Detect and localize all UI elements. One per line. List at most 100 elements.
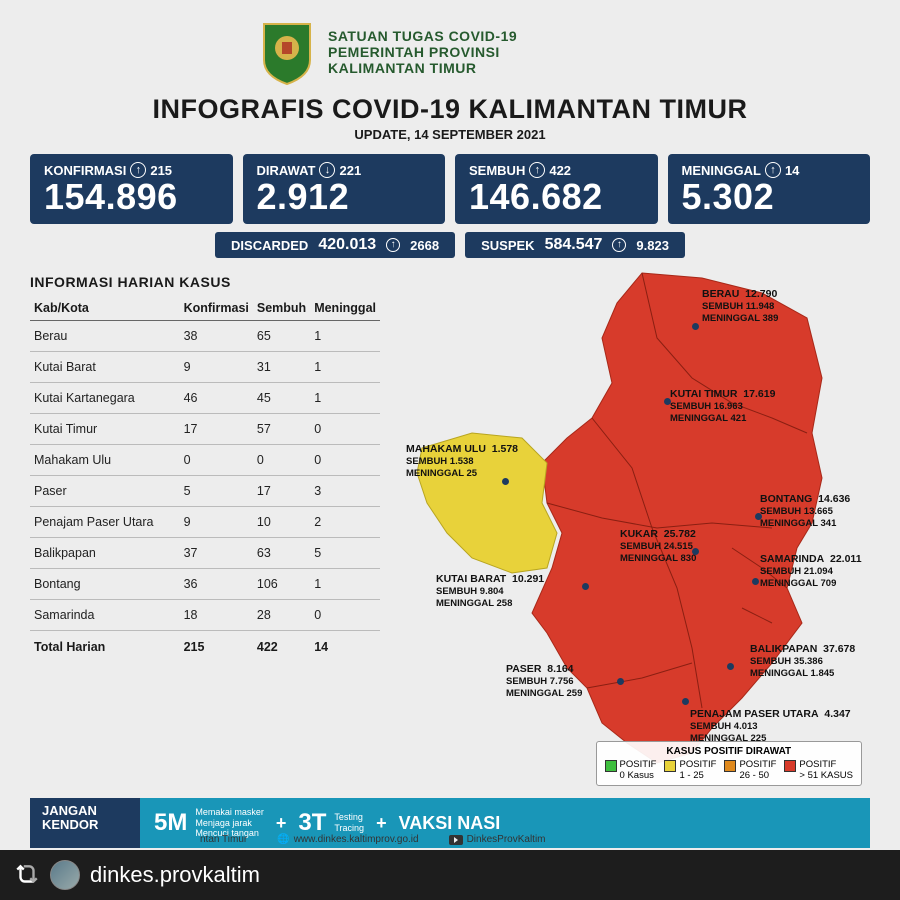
region-meninggal: MENINGGAL 225 [690,733,851,745]
table-cell: 45 [253,383,310,414]
region-sembuh: SEMBUH 21.094 [760,566,862,578]
legend-swatch [664,760,676,772]
region-name: KUKAR 25.782 [620,528,696,541]
table-total-cell: Total Harian [30,631,180,664]
jangan-line1: JANGAN [42,804,128,818]
region-meninggal: MENINGGAL 389 [702,313,778,325]
table-cell: Kutai Timur [30,414,180,445]
map-dot [727,663,734,670]
region-sembuh: SEMBUH 24.515 [620,541,696,553]
region-label: KUTAI BARAT 10.291 SEMBUH 9.804 MENINGGA… [436,573,544,610]
instagram-repost-bar: dinkes.provkaltim [0,850,900,900]
table-cell: 0 [310,445,380,476]
table-cell: 1 [310,569,380,600]
table-cell: Kutai Barat [30,352,180,383]
table-cell: 0 [310,414,380,445]
table-row: Kutai Kartanegara46451 [30,383,380,414]
table-cell: 3 [310,476,380,507]
table-header: Meninggal [310,296,380,321]
region-label: MAHAKAM ULU 1.578 SEMBUH 1.538 MENINGGAL… [406,443,518,480]
region-name: PASER 8.164 [506,663,582,676]
map-dot [617,678,624,685]
region-label: KUKAR 25.782 SEMBUH 24.515 MENINGGAL 830 [620,528,696,565]
stat-value: 154.896 [44,176,223,218]
table-cell: Kutai Kartanegara [30,383,180,414]
table-row: Paser5173 [30,476,380,507]
jangan-line2: KENDOR [42,818,128,832]
region-sembuh: SEMBUH 13.665 [760,506,850,518]
stat-card-dirawat: DIRAWAT ↓ 221 2.912 [243,154,446,224]
arrow-icon: ↑ [386,238,400,252]
table-cell: 46 [180,383,253,414]
region-sembuh: SEMBUH 11.948 [702,301,778,313]
region-name: BERAU 12.790 [702,288,778,301]
table-cell: 63 [253,538,310,569]
table-total-cell: 215 [180,631,253,664]
legend-swatch [605,760,617,772]
region-label: KUTAI TIMUR 17.619 SEMBUH 16.963 MENINGG… [670,388,775,425]
table-header: Kab/Kota [30,296,180,321]
stat-card-meninggal: MENINGGAL ↑ 14 5.302 [668,154,871,224]
legend-item: POSITIF> 51 KASUS [784,760,853,781]
region-name: SAMARINDA 22.011 [760,553,862,566]
stat-card-sembuh: SEMBUH ↑ 422 146.682 [455,154,658,224]
table-cell: 18 [180,600,253,631]
region-name: PENAJAM PASER UTARA 4.347 [690,708,851,721]
table-cell: Samarinda [30,600,180,631]
region-label: BONTANG 14.636 SEMBUH 13.665 MENINGGAL 3… [760,493,850,530]
region-label: BALIKPAPAN 37.678 SEMBUH 35.386 MENINGGA… [750,643,855,680]
substat-value: 420.013 [318,236,376,254]
table-row: Penajam Paser Utara9102 [30,507,380,538]
table-cell: 0 [310,600,380,631]
youtube-icon [449,835,463,845]
map-dot [664,398,671,405]
region-label: PENAJAM PASER UTARA 4.347 SEMBUH 4.013 M… [690,708,851,745]
lower-section: INFORMASI HARIAN KASUS Kab/KotaKonfirmas… [30,268,870,788]
substat-delta: 2668 [410,238,439,253]
header-line-2: PEMERINTAH PROVINSI [328,44,517,60]
table-cell: 2 [310,507,380,538]
legend-swatch [724,760,736,772]
table-cell: 9 [180,352,253,383]
stat-value: 2.912 [257,176,436,218]
table-cell: 9 [180,507,253,538]
substat-delta: 9.823 [636,238,669,253]
region-meninggal: MENINGGAL 25 [406,468,518,480]
region-sembuh: SEMBUH 9.804 [436,586,544,598]
table-side: INFORMASI HARIAN KASUS Kab/KotaKonfirmas… [30,268,380,788]
table-cell: 28 [253,600,310,631]
region-meninggal: MENINGGAL 258 [436,598,544,610]
website-link: 🌐 www.dinkes.kaltimprov.go.id [277,834,418,845]
table-header: Konfirmasi [180,296,253,321]
region-sembuh: SEMBUH 7.756 [506,676,582,688]
5m-label: 5M [154,809,187,837]
plus-icon: + [272,813,291,834]
3t-lines: Testing Tracing [334,812,364,834]
legend-box: KASUS POSITIF DIRAWAT POSITIF0 Kasus POS… [596,741,862,786]
stat-value: 146.682 [469,176,648,218]
repost-handle: dinkes.provkaltim [90,862,260,888]
region-sembuh: SEMBUH 1.538 [406,456,518,468]
map-dot [692,323,699,330]
region-label: BERAU 12.790 SEMBUH 11.948 MENINGGAL 389 [702,288,778,325]
table-cell: 57 [253,414,310,445]
substat-suspek: SUSPEK 584.547 ↑ 9.823 [465,232,685,258]
3t-label: 3T [298,809,326,837]
substat-value: 584.547 [545,236,603,254]
table-title: INFORMASI HARIAN KASUS [30,274,380,290]
daily-cases-table: Kab/KotaKonfirmasiSembuhMeninggal Berau3… [30,296,380,663]
table-cell: 65 [253,321,310,352]
legend-text: POSITIF> 51 KASUS [799,760,853,781]
plus-icon: + [372,813,391,834]
region-sembuh: SEMBUH 35.386 [750,656,855,668]
table-cell: 5 [180,476,253,507]
youtube-link: DinkesProvKaltim [449,834,546,845]
header-line-1: SATUAN TUGAS COVID-19 [328,28,517,44]
region-meninggal: MENINGGAL 709 [760,578,862,590]
header-line-3: KALIMANTAN TIMUR [328,60,517,76]
map-side: KASUS POSITIF DIRAWAT POSITIF0 Kasus POS… [392,268,870,788]
region-label: PASER 8.164 SEMBUH 7.756 MENINGGAL 259 [506,663,582,700]
table-cell: 1 [310,321,380,352]
table-row: Kutai Barat9311 [30,352,380,383]
table-cell: 38 [180,321,253,352]
